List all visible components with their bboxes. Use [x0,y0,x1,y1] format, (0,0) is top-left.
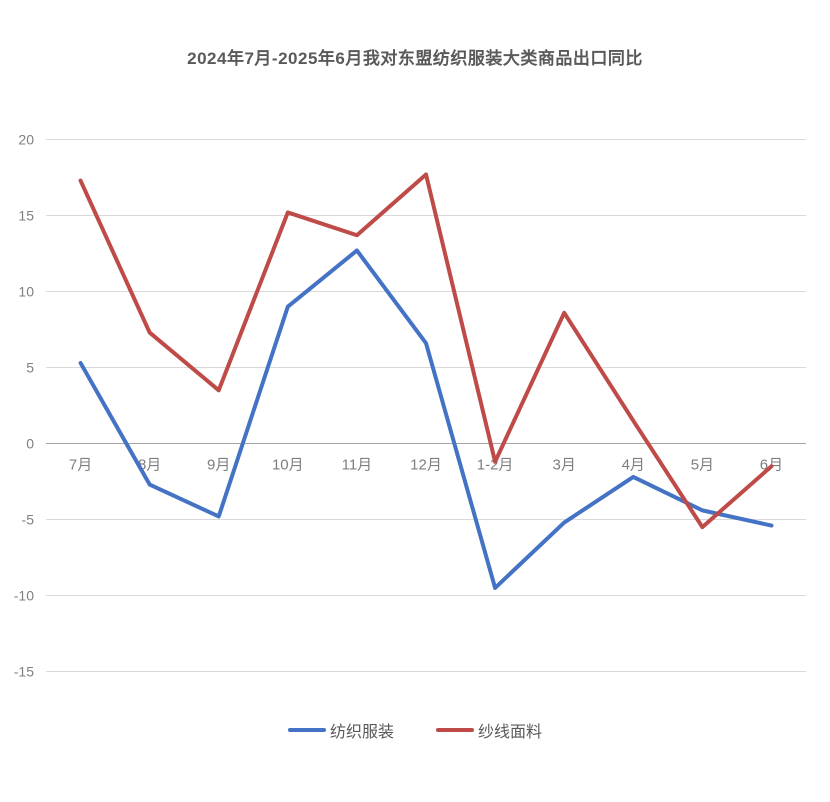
x-axis-label: 1-2月 [477,457,514,474]
y-axis-label: 5 [26,359,34,375]
x-axis-label: 9月 [207,457,230,474]
legend-line-swatch-blue [287,728,326,732]
x-axis-label: 8月 [138,457,161,474]
y-axis-label: 10 [18,283,34,299]
series-line-yarn-fabric [78,172,774,530]
y-axis-label: -15 [14,663,34,679]
legend: 纺织服装 纱线面料 [0,718,830,742]
x-axis-label: 3月 [553,457,576,474]
x-axis-label: 4月 [622,457,645,474]
x-axis-label: 5月 [691,457,714,474]
legend-item-textile-apparel: 纺织服装 [287,718,394,742]
x-axis-label: 12月 [410,457,442,474]
legend-item-yarn-fabric: 纱线面料 [436,718,542,742]
legend-line-swatch-red [436,728,474,732]
chart-title: 2024年7月-2025年6月我对东盟纺织服装大类商品出口同比 [187,49,643,68]
x-axis-label: 7月 [69,457,92,474]
x-axis-label: 11月 [342,457,373,474]
y-axis-label: 0 [26,435,34,451]
y-axis-label: -5 [22,511,35,527]
legend-label-yarn-fabric: 纱线面料 [478,724,543,741]
y-axis-label: 20 [18,131,34,147]
series-line-textile-apparel [78,248,774,590]
x-axis-label: 10月 [272,457,304,474]
y-axis-label: 15 [18,207,34,223]
legend-label-textile-apparel: 纺织服装 [329,724,394,741]
y-axis-label: -10 [14,587,34,603]
